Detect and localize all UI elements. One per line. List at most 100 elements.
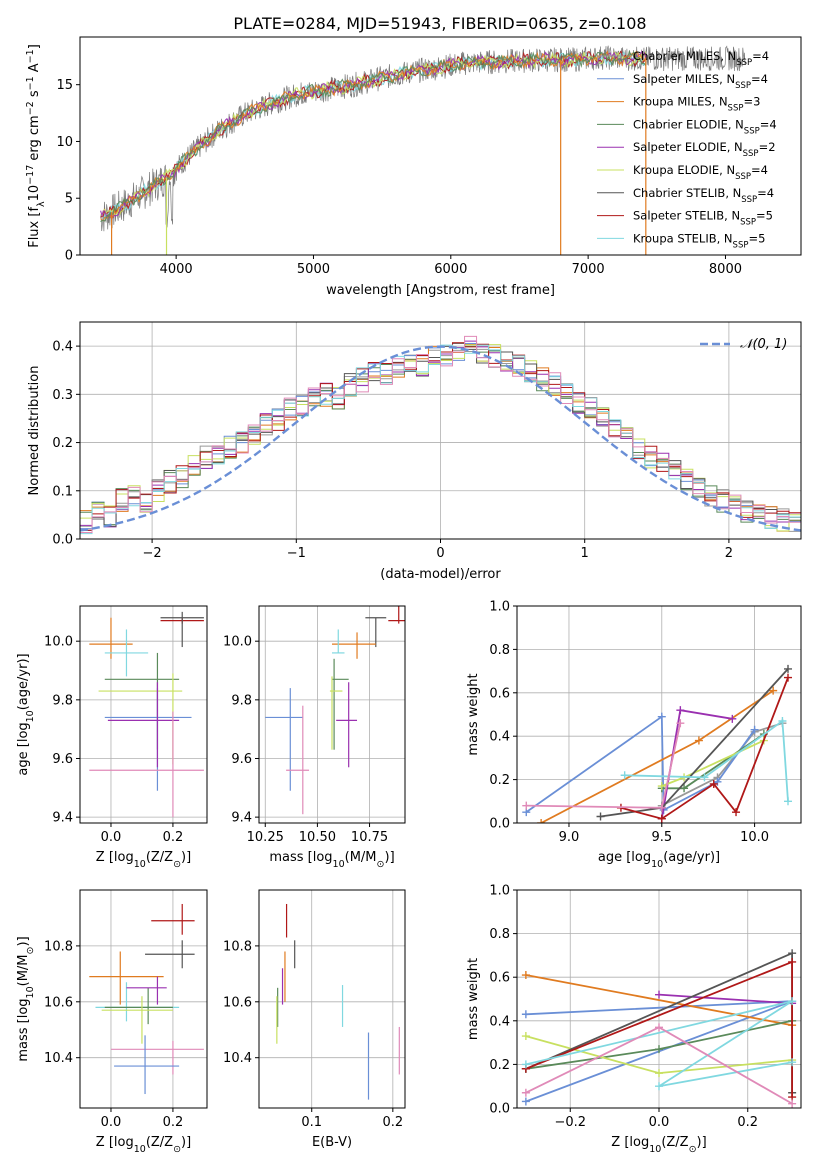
data-point (265, 688, 303, 791)
data-point (332, 629, 345, 654)
data-point (104, 688, 192, 791)
legend-entry: Chabrier STELIB, NSSP=4 (633, 186, 774, 205)
y-tick-label: 10.6 (223, 995, 252, 1010)
data-point (89, 951, 164, 1005)
y-axis-label: Flux [fλ10−17 erg cm−2 s−1 A−1] (25, 44, 47, 248)
y-tick-label: 0.1 (52, 484, 73, 499)
axes-frame (516, 605, 802, 824)
weight-marker (769, 686, 778, 695)
x-axis-label: E(B-V) (312, 1135, 352, 1150)
y-tick-label: 0.4 (489, 730, 510, 745)
legend-entry: 𝒩(0, 1) (740, 337, 787, 352)
x-tick-label: 0.0 (101, 830, 122, 845)
weight-vs-metallicity-panel: −0.2 0.0 0.2 0.0 0.2 0.4 0.6 0.8 1.0 Z [log10(Z/Z… (466, 884, 802, 1155)
data-point (160, 611, 204, 648)
weight-marker (521, 1060, 530, 1069)
model-spectrum-line (100, 50, 647, 222)
y-tick-label: 10.6 (44, 995, 73, 1010)
data-point (101, 996, 173, 1044)
y-tick-label: 9.6 (52, 752, 73, 767)
figure-title: PLATE=0284, MJD=51943, FIBERID=0635, z=0… (233, 14, 646, 33)
weight-marker (596, 812, 605, 821)
weight-series-line (540, 689, 774, 823)
y-tick-label: 10.4 (223, 1051, 252, 1066)
y-axis-label: age [log10(age/yr)] (16, 653, 36, 775)
y-tick-label: 0.3 (52, 388, 73, 403)
y-tick-label: 0 (65, 249, 73, 264)
weight-marker (521, 1097, 530, 1106)
y-tick-label: 0.0 (489, 1102, 510, 1117)
x-tick-label: 4000 (160, 262, 193, 277)
weight-lines (522, 664, 793, 823)
weight-marker (700, 773, 709, 782)
model-spectrum-line (100, 50, 647, 222)
error-bars (89, 611, 204, 818)
weight-series-line (624, 719, 789, 802)
data-point (110, 1040, 204, 1075)
weight-marker (676, 719, 685, 728)
y-tick-label: 0.0 (52, 533, 73, 548)
legend-entry: Salpeter MILES, NSSP=4 (633, 72, 768, 91)
x-tick-label: 0.2 (737, 1115, 758, 1130)
weight-marker (655, 1023, 663, 1032)
data-point (89, 617, 133, 659)
weight-marker (657, 782, 666, 791)
y-tick-label: 1.0 (489, 600, 510, 615)
weight-marker (521, 1088, 530, 1097)
legend-entry: Kroupa STELIB, NSSP=5 (633, 231, 765, 250)
y-tick-label: 9.8 (231, 693, 252, 708)
data-point (107, 682, 180, 768)
weight-marker (784, 797, 793, 806)
y-tick-label: 0.6 (489, 686, 510, 701)
x-tick-label: 0.0 (649, 1115, 670, 1130)
weight-marker (788, 957, 797, 966)
model-spectrum-line (100, 50, 647, 217)
legend-entry: Chabrier ELODIE, NSSP=4 (633, 117, 777, 136)
y-tick-label: 10 (56, 135, 73, 150)
y-axis-label: Normed distribution (27, 366, 42, 496)
y-tick-label: 0.2 (52, 436, 73, 451)
x-tick-label: 0.0 (101, 1115, 122, 1130)
spectrum-panel: 4000 5000 6000 7000 8000 0 5 10 15 Flux [fλ10−17 … (25, 36, 802, 298)
axes-frame (516, 889, 802, 1109)
weight-marker (788, 997, 797, 1006)
y-axis-label: mass [log10(M/M⊙)] (16, 936, 36, 1061)
x-axis-label: wavelength [Angstrom, rest frame] (326, 283, 555, 298)
model-spectrum-line (100, 50, 647, 219)
weight-series-line (525, 1000, 793, 1088)
weight-marker (537, 819, 546, 823)
weight-marker (655, 1069, 663, 1078)
weight-marker (728, 714, 737, 723)
weight-marker (784, 673, 793, 682)
x-tick-label: 0.2 (382, 1115, 403, 1130)
x-tick-label: 0.2 (163, 1115, 184, 1130)
legend-entry: Chabrier MILES, NSSP=4 (633, 49, 769, 68)
data-point (104, 629, 149, 677)
x-tick-label: 5000 (297, 262, 330, 277)
axes-frame (258, 605, 406, 824)
weight-marker (657, 814, 666, 823)
x-tick-label: 7000 (572, 262, 605, 277)
axes-frame (258, 889, 406, 1109)
error-bars (265, 606, 405, 815)
y-tick-label: 0.4 (489, 1014, 510, 1029)
y-tick-label: 1.0 (489, 884, 510, 899)
data-point (332, 632, 376, 659)
weight-marker (521, 971, 530, 980)
legend-entry: Kroupa MILES, NSSP=3 (633, 95, 760, 114)
data-point (89, 711, 204, 818)
y-tick-label: 0.2 (489, 1058, 510, 1073)
weight-marker (657, 803, 666, 812)
weight-marker (620, 771, 629, 780)
x-tick-label: 0.1 (301, 1115, 322, 1130)
y-tick-label: 9.6 (231, 752, 252, 767)
legend-entry: Kroupa ELODIE, NSSP=4 (633, 163, 768, 182)
data-point (104, 987, 173, 1025)
residual-panel: −2 −1 0 1 2 0.0 0.1 0.2 0.3 0.4 𝒩(0, 1) (data-model… (27, 321, 802, 582)
y-tick-label: 10.4 (44, 1051, 73, 1066)
model-spectrum-line (100, 49, 647, 223)
x-axis-label: Z [log10(Z/Z⊙)] (611, 1135, 706, 1155)
x-tick-label: 6000 (434, 262, 467, 277)
data-point (151, 903, 195, 935)
